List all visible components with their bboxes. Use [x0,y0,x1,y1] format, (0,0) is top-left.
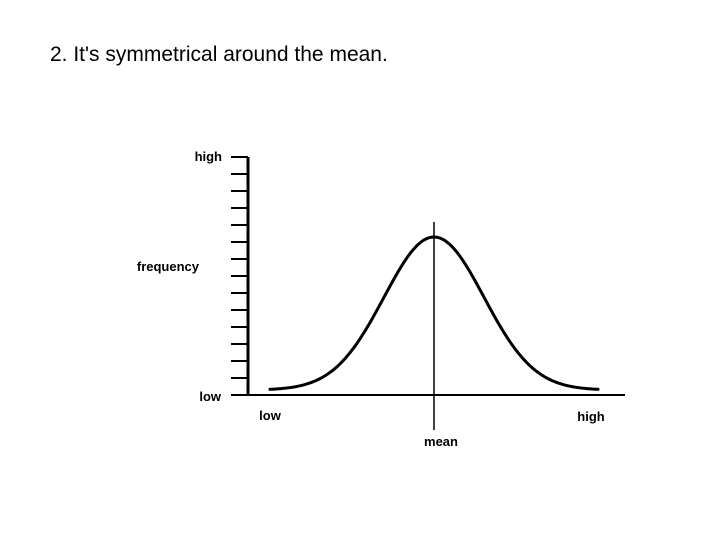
mean-label: mean [424,434,458,449]
y-tick-label-high: high [195,149,222,164]
y-axis-ticks [231,156,248,396]
x-tick-label-high: high [577,409,604,424]
y-tick-label-low: low [199,389,222,404]
y-axis-label: frequency [137,259,200,274]
x-tick-label-low: low [259,408,282,423]
slide-title: 2. It's symmetrical around the mean. [50,43,388,66]
bell-curve [268,235,600,391]
